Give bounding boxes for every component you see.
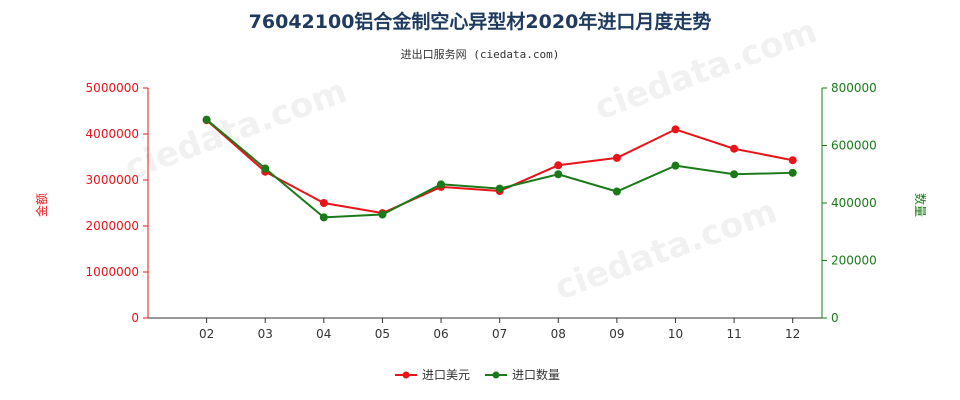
left-tick-label: 3000000 <box>86 173 139 187</box>
data-point[interactable] <box>378 210 387 219</box>
right-tick-label: 800000 <box>831 81 877 95</box>
series-line <box>205 118 793 219</box>
x-tick-label: 12 <box>785 327 800 341</box>
watermark: ciedata.com <box>549 191 782 308</box>
left-tick-label: 4000000 <box>86 127 139 141</box>
data-point[interactable] <box>495 184 504 193</box>
data-point[interactable] <box>612 187 621 196</box>
data-point[interactable] <box>730 170 739 179</box>
left-axis-ticks: 0 1000000 2000000 3000000 4000000 5000000 <box>86 81 148 325</box>
series-1 <box>202 115 797 222</box>
chart-subtitle: 进出口服务网 (ciedata.com) <box>401 47 560 61</box>
data-point[interactable] <box>788 168 797 177</box>
series-0 <box>202 116 797 218</box>
left-tick-label: 2000000 <box>86 219 139 233</box>
legend-item-import-usd[interactable]: 进口美元 <box>395 368 470 382</box>
legend-marker <box>492 371 500 379</box>
legend-label: 进口美元 <box>422 368 470 382</box>
x-tick-label: 10 <box>668 327 683 341</box>
data-point[interactable] <box>202 115 211 124</box>
series-line <box>205 119 793 215</box>
legend-item-import-quantity[interactable]: 进口数量 <box>485 367 560 382</box>
right-axis-title: 数量 <box>913 193 928 217</box>
data-point[interactable] <box>319 213 328 222</box>
legend: 进口美元 进口数量 <box>395 367 560 382</box>
x-tick-label: 07 <box>492 327 507 341</box>
data-point[interactable] <box>671 161 680 170</box>
data-point[interactable] <box>319 199 328 207</box>
legend-label: 进口数量 <box>512 367 560 382</box>
x-tick-label: 11 <box>726 327 741 341</box>
x-tick-label: 09 <box>609 327 624 341</box>
x-tick-label: 08 <box>551 327 566 341</box>
data-point[interactable] <box>261 164 270 173</box>
left-tick-label: 5000000 <box>86 81 139 95</box>
watermark: ciedata.com <box>119 71 352 188</box>
right-tick-label: 200000 <box>831 254 877 268</box>
data-point[interactable] <box>437 180 446 189</box>
right-axis-ticks: 0 200000 400000 600000 800000 <box>822 81 877 325</box>
left-tick-label: 1000000 <box>86 265 139 279</box>
x-tick-label: 02 <box>199 327 214 341</box>
x-tick-label: 05 <box>375 327 390 341</box>
chart-title: 76042100铝合金制空心异型材2020年进口月度走势 <box>249 10 712 33</box>
x-axis-ticks: 02 03 04 05 06 07 08 09 10 11 12 <box>199 318 800 341</box>
series-layer <box>202 115 797 222</box>
data-point[interactable] <box>554 170 563 179</box>
left-tick-label: 0 <box>131 311 139 325</box>
legend-marker <box>402 371 410 379</box>
right-tick-label: 0 <box>831 311 839 325</box>
x-tick-label: 06 <box>433 327 448 341</box>
left-axis-title: 金额 <box>34 193 49 217</box>
data-point[interactable] <box>554 161 563 170</box>
data-point[interactable] <box>788 156 797 165</box>
data-point[interactable] <box>612 153 621 162</box>
x-tick-label: 04 <box>316 327 331 341</box>
right-tick-label: 400000 <box>831 196 877 210</box>
data-point[interactable] <box>730 144 739 153</box>
right-tick-label: 600000 <box>831 139 877 153</box>
x-tick-label: 03 <box>258 327 273 341</box>
data-point[interactable] <box>671 125 680 134</box>
